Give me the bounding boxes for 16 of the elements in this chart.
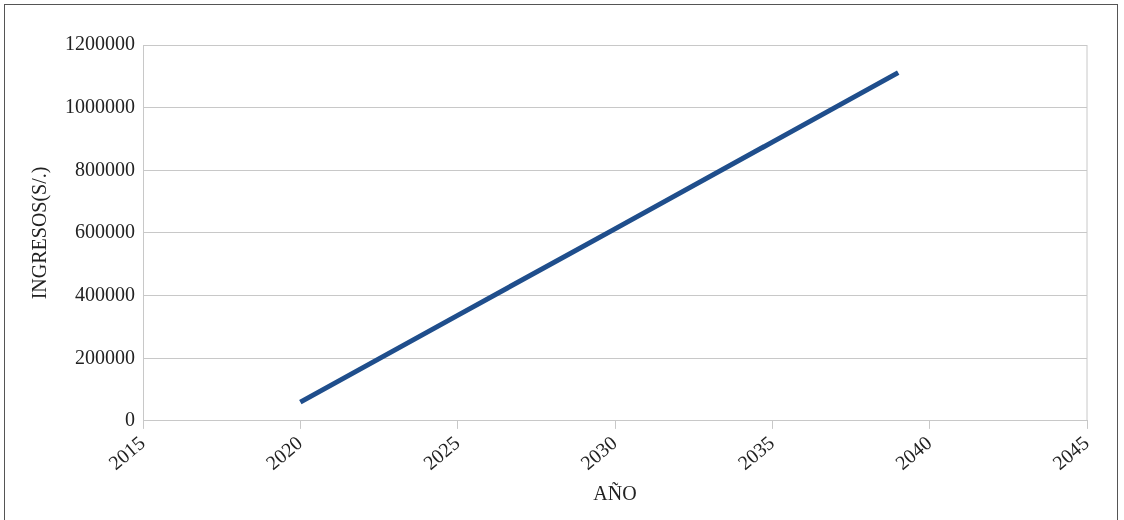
x-tick-label: 2030 (576, 431, 621, 474)
x-tick-label: 2035 (733, 431, 779, 474)
x-tick-label: 2020 (261, 431, 307, 474)
x-tick-label: 2045 (1048, 431, 1093, 474)
x-tick-label: 2025 (418, 431, 464, 474)
y-tick-label: 600000 (75, 220, 135, 243)
y-tick-label: 400000 (75, 282, 135, 305)
y-tick-label: 1000000 (65, 94, 135, 117)
y-tick-label: 800000 (75, 157, 135, 180)
y-tick-label: 200000 (75, 345, 135, 368)
y-tick-label: 1200000 (65, 32, 135, 55)
y-axis-title: INGRESOS(S/.) (28, 166, 52, 300)
x-axis-title: AÑO (593, 481, 637, 505)
y-tick-label: 0 (125, 408, 135, 431)
x-tick-label: 2040 (890, 431, 936, 474)
x-tick-label: 2015 (104, 431, 149, 474)
